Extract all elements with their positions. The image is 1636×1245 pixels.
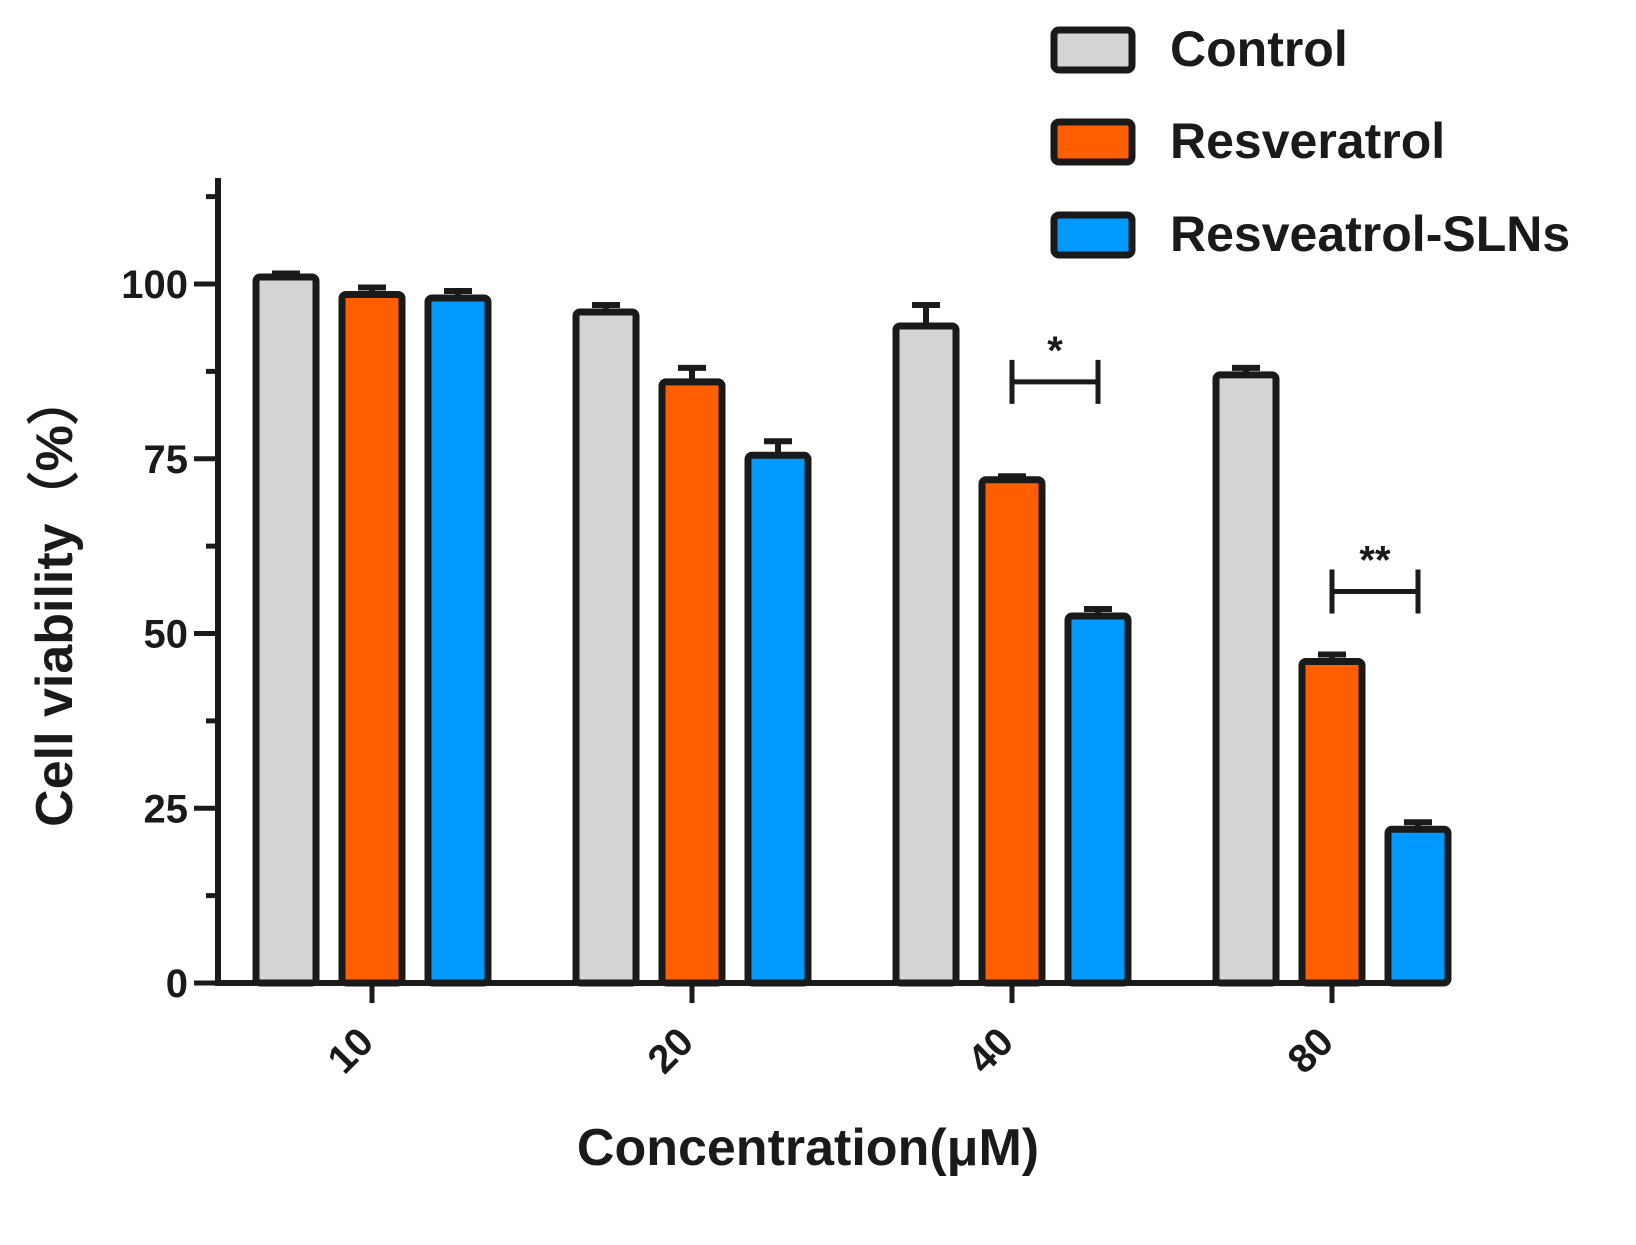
bars-layer <box>252 270 1452 987</box>
y-tick-label: 50 <box>144 613 189 657</box>
bar-control-10 <box>252 273 320 987</box>
y-tick-label: 0 <box>166 962 188 1006</box>
x-axis-title: Concentration(μM) <box>577 1119 1039 1177</box>
bar-resveratrol-40 <box>978 476 1046 987</box>
legend-swatch-control <box>1050 26 1136 74</box>
x-tick-label: 20 <box>640 1020 703 1083</box>
y-axis-title: Cell viability（%） <box>26 373 84 827</box>
legend-swatch-resveratrol <box>1050 118 1136 166</box>
bar-resveatrol-slns-40 <box>1064 612 1132 987</box>
legend-swatch-resveatrol-slns <box>1050 211 1136 259</box>
x-tick-label: 80 <box>1280 1020 1343 1083</box>
x-tick-label: 10 <box>320 1020 383 1083</box>
legend-label: Resveatrol-SLNs <box>1170 206 1570 262</box>
y-tick-label: 25 <box>144 787 189 831</box>
y-tick-label: 75 <box>144 438 189 482</box>
bar-control-40 <box>892 322 960 987</box>
significance-label: ** <box>1359 539 1391 583</box>
bar-control-80 <box>1212 371 1280 987</box>
legend-label: Control <box>1170 21 1348 77</box>
annotations-layer: *** <box>1009 329 1421 614</box>
bar-resveatrol-slns-80 <box>1384 825 1452 987</box>
y-tick-label: 100 <box>121 263 188 307</box>
bar-resveatrol-slns-20 <box>744 451 812 987</box>
bar-resveratrol-10 <box>338 290 406 987</box>
legend-label: Resveratrol <box>1170 113 1445 169</box>
bar-resveatrol-slns-10 <box>424 294 492 987</box>
significance-label: * <box>1047 329 1063 373</box>
bar-control-20 <box>572 308 640 987</box>
x-tick-label: 40 <box>960 1020 1023 1083</box>
bar-resveratrol-80 <box>1298 657 1366 987</box>
bar-resveratrol-20 <box>658 378 726 987</box>
legend: Control Resveratrol Resveatrol-SLNs <box>1050 21 1570 262</box>
